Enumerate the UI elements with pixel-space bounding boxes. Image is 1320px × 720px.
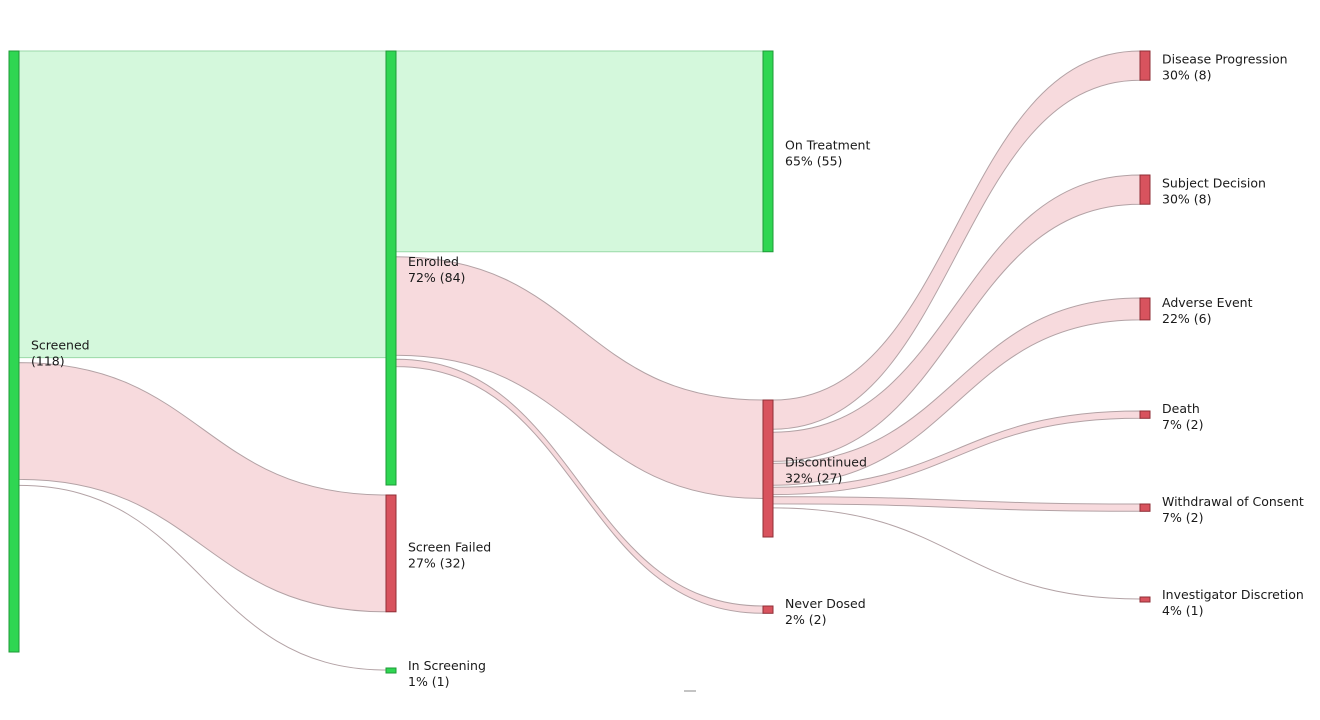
label-in-screening-title: In Screening [408,658,486,673]
label-subject-decision-detail: 30% (8) [1162,192,1211,207]
flow-screened-to-enrolled [18,50,387,359]
node-screened[interactable] [8,50,20,653]
node-death[interactable] [1139,410,1151,419]
node-adverse-event[interactable] [1139,297,1151,321]
label-disease-progression-title: Disease Progression [1162,52,1288,67]
node-disease-progression[interactable] [1139,50,1151,81]
label-screen-failed-title: Screen Failed [408,539,491,554]
label-on-treatment-title: On Treatment [785,137,870,152]
flow-screened-to-in-screening [18,484,387,671]
flow-discontinued-to-disease-progression [772,50,1141,430]
label-withdrawal-of-consent-title: Withdrawal of Consent [1162,494,1304,509]
sankey-flows [18,50,1141,671]
flow-enrolled-to-discontinued [395,256,764,500]
label-investigator-discretion-detail: 4% (1) [1162,603,1204,618]
flow-discontinued-to-withdrawal-of-consent [772,496,1141,512]
label-withdrawal-of-consent-detail: 7% (2) [1162,510,1204,525]
label-investigator-discretion-title: Investigator Discretion [1162,587,1304,602]
label-screened-title: Screened [31,338,90,353]
label-disease-progression-detail: 30% (8) [1162,68,1211,83]
node-enrolled[interactable] [385,50,397,486]
flow-discontinued-to-investigator-discretion [772,507,1141,600]
label-screen-failed-detail: 27% (32) [408,555,465,570]
node-withdrawal-of-consent[interactable] [1139,503,1151,512]
label-never-dosed-detail: 2% (2) [785,612,827,627]
node-never-dosed[interactable] [762,605,774,614]
node-on-treatment[interactable] [762,50,774,253]
node-in-screening[interactable] [385,667,397,674]
label-screened-detail: (118) [31,354,65,369]
label-enrolled-detail: 72% (84) [408,270,465,285]
label-adverse-event-detail: 22% (6) [1162,311,1211,326]
sankey-nodes [8,50,1151,674]
label-never-dosed-title: Never Dosed [785,596,866,611]
label-death-detail: 7% (2) [1162,417,1204,432]
label-adverse-event-title: Adverse Event [1162,295,1253,310]
node-screen-failed[interactable] [385,494,397,613]
label-discontinued-title: Discontinued [785,455,867,470]
label-subject-decision-title: Subject Decision [1162,176,1266,191]
label-discontinued-detail: 32% (27) [785,471,842,486]
flow-screened-to-screen-failed [18,362,387,613]
label-in-screening-detail: 1% (1) [408,674,450,689]
node-investigator-discretion[interactable] [1139,596,1151,603]
label-on-treatment-detail: 65% (55) [785,153,842,168]
label-death-title: Death [1162,401,1200,416]
node-discontinued[interactable] [762,399,774,538]
label-enrolled-title: Enrolled [408,254,459,269]
flow-enrolled-to-on-treatment [395,50,764,253]
node-subject-decision[interactable] [1139,174,1151,205]
